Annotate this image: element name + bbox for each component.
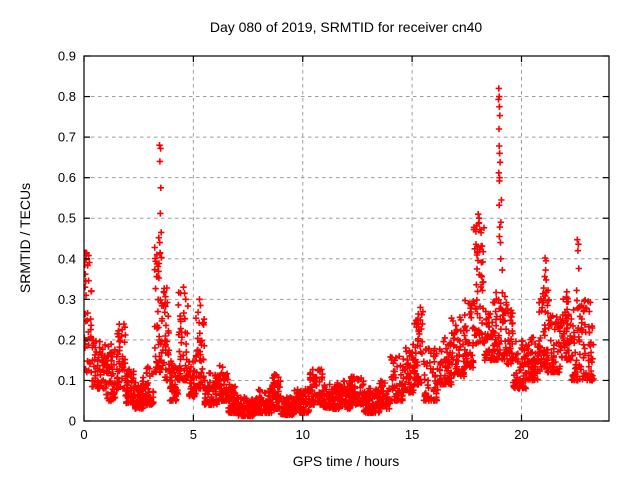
x-tick-label: 0 bbox=[80, 427, 87, 442]
y-tick-label: 0.6 bbox=[58, 170, 76, 185]
y-tick-label: 0.4 bbox=[58, 251, 76, 266]
y-tick-label: 0.1 bbox=[58, 373, 76, 388]
y-tick-label: 0.8 bbox=[58, 89, 76, 104]
x-tick-label: 5 bbox=[190, 427, 197, 442]
x-tick-label: 20 bbox=[514, 427, 528, 442]
scatter-points bbox=[84, 85, 597, 420]
y-tick-label: 0.2 bbox=[58, 332, 76, 347]
x-tick-label: 10 bbox=[296, 427, 310, 442]
x-tick-label: 15 bbox=[405, 427, 419, 442]
y-tick-label: 0.7 bbox=[58, 130, 76, 145]
y-tick-label: 0.9 bbox=[58, 49, 76, 64]
y-tick-label: 0.5 bbox=[58, 211, 76, 226]
y-tick-label: 0 bbox=[69, 414, 76, 429]
x-axis-label: GPS time / hours bbox=[292, 453, 400, 469]
y-tick-label: 0.3 bbox=[58, 292, 76, 307]
chart-title: Day 080 of 2019, SRMTID for receiver cn4… bbox=[209, 19, 483, 35]
plot-border bbox=[83, 55, 610, 422]
